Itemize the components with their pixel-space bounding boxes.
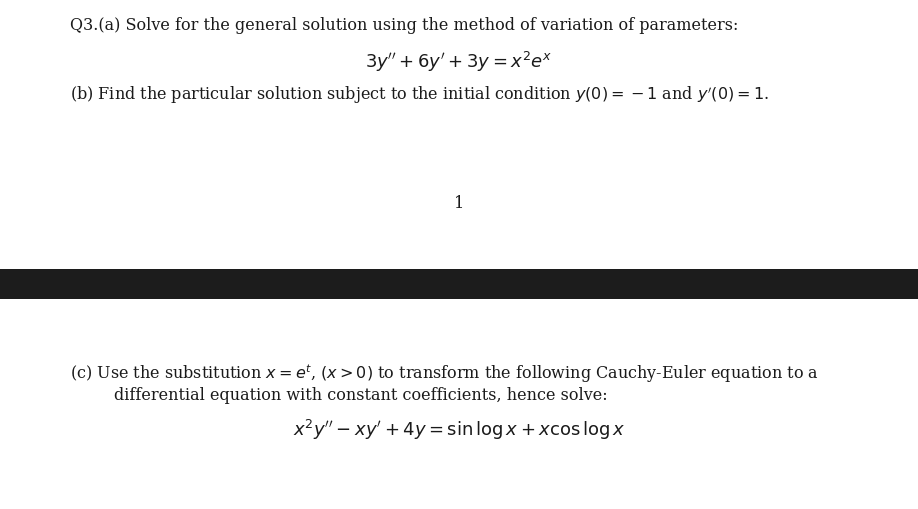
Text: Q3.(a) Solve for the general solution using the method of variation of parameter: Q3.(a) Solve for the general solution us… bbox=[70, 17, 738, 34]
Text: $3y'' + 6y' + 3y = x^2e^x$: $3y'' + 6y' + 3y = x^2e^x$ bbox=[365, 50, 553, 74]
Text: 1: 1 bbox=[453, 194, 465, 212]
Text: (c) Use the substitution $x = e^t$, $(x > 0)$ to transform the following Cauchy-: (c) Use the substitution $x = e^t$, $(x … bbox=[70, 361, 819, 384]
Text: $x^2y'' - xy' + 4y = \sin\log x + x\cos\log x$: $x^2y'' - xy' + 4y = \sin\log x + x\cos\… bbox=[293, 417, 625, 441]
Text: differential equation with constant coefficients, hence solve:: differential equation with constant coef… bbox=[114, 386, 608, 403]
Text: (b) Find the particular solution subject to the initial condition $y(0) = -1$ an: (b) Find the particular solution subject… bbox=[70, 85, 769, 106]
Bar bbox=[0, 269, 918, 299]
